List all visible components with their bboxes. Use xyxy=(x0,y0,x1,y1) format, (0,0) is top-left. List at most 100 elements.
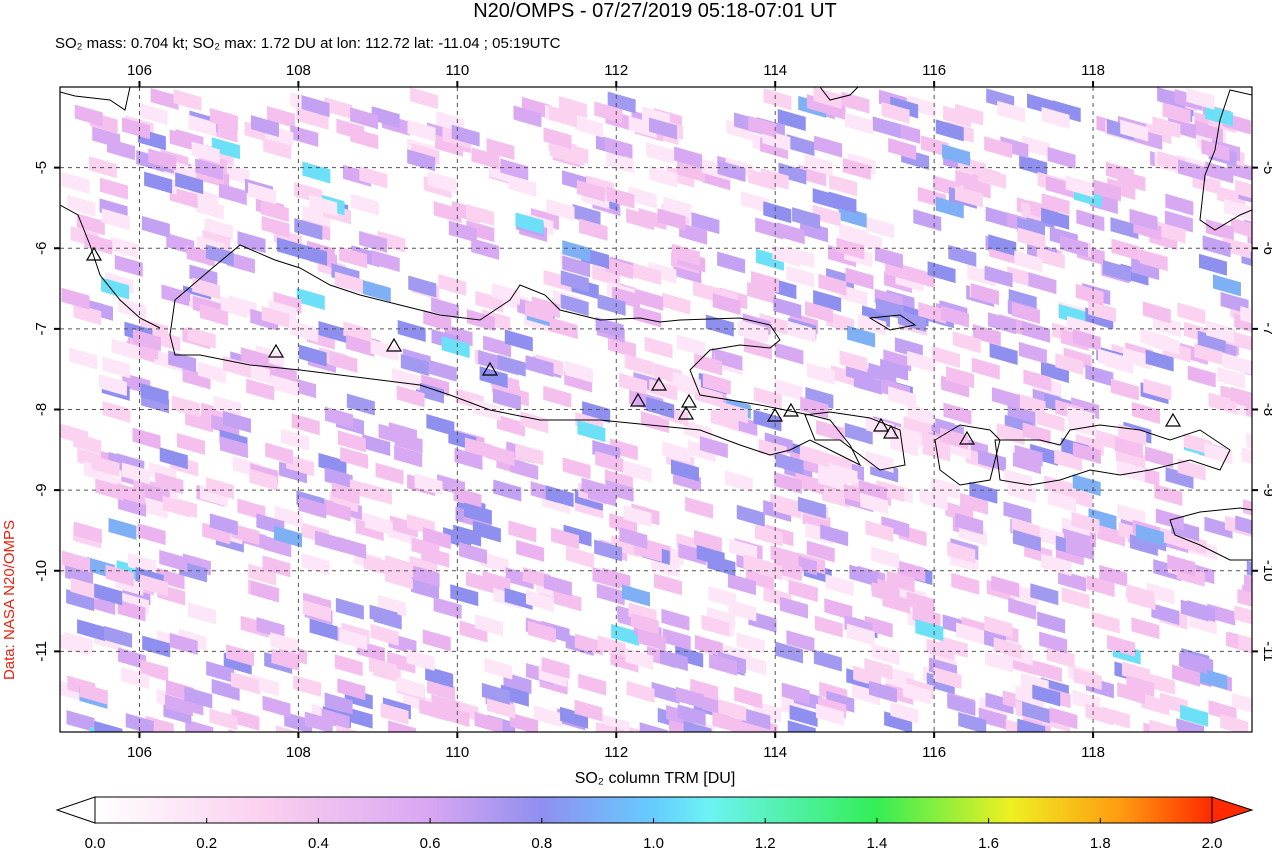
so2-pixel xyxy=(671,243,700,266)
y-tick-label: -10 xyxy=(33,560,50,582)
so2-pixel xyxy=(755,217,784,240)
so2-pixel xyxy=(790,451,819,474)
so2-pixel xyxy=(951,572,980,595)
so2-pixel xyxy=(104,625,133,648)
so2-pixel xyxy=(812,204,841,227)
so2-pixel xyxy=(744,337,773,360)
so2-pixel xyxy=(930,477,959,500)
so2-pixel xyxy=(263,137,292,160)
so2-pixel xyxy=(475,290,504,313)
x-tick-label: 116 xyxy=(922,744,946,761)
so2-pixel xyxy=(1044,475,1073,498)
so2-pixel xyxy=(799,445,828,468)
so2-pixel xyxy=(907,95,936,118)
so2-pixel xyxy=(298,344,327,367)
so2-pixel xyxy=(1019,154,1048,177)
so2-pixel xyxy=(70,577,99,600)
so2-pixel xyxy=(1000,136,1029,159)
so2-pixel xyxy=(84,298,113,321)
x-tick-label: 110 xyxy=(445,744,469,761)
so2-pixel xyxy=(1179,652,1208,675)
so2-pixel xyxy=(87,593,116,616)
so2-pixel xyxy=(1129,208,1158,231)
so2-pixel xyxy=(729,538,758,561)
so2-pixel xyxy=(91,455,120,478)
so2-pixel xyxy=(839,350,868,373)
so2-pixel xyxy=(73,521,102,544)
so2-pixel xyxy=(121,117,150,140)
so2-pixel xyxy=(230,672,259,695)
so2-pixel xyxy=(105,564,134,587)
so2-pixel xyxy=(301,553,330,576)
colorbar-tick-label: 1.4 xyxy=(866,835,887,852)
y-tick-label: -10 xyxy=(1260,560,1272,582)
so2-pixel xyxy=(1041,207,1070,230)
so2-pixel xyxy=(773,558,802,581)
so2-pixel xyxy=(1243,499,1252,516)
so2-pixel xyxy=(1151,332,1180,355)
so2-pixel xyxy=(772,245,801,268)
so2-pixel xyxy=(1022,422,1051,445)
so2-pixel xyxy=(572,203,601,226)
so2-pixel xyxy=(820,524,849,547)
so2-pixel xyxy=(675,645,704,668)
x-tick-label: 112 xyxy=(604,744,628,761)
so2-pixel xyxy=(775,452,804,475)
so2-pixel xyxy=(338,536,367,559)
coastlines xyxy=(60,87,1252,561)
so2-pixel xyxy=(967,264,996,287)
so2-pixel xyxy=(653,573,682,596)
so2-pixel xyxy=(411,537,440,560)
so2-pixel xyxy=(726,119,755,142)
so2-pixel xyxy=(1072,474,1101,497)
so2-pixel xyxy=(222,356,251,379)
so2-pixel xyxy=(625,354,654,377)
so2-pixel xyxy=(1114,436,1143,459)
so2-pixel xyxy=(907,403,936,426)
so2-pixel xyxy=(199,303,228,326)
so2-pixel xyxy=(1041,106,1070,129)
so2-pixel xyxy=(525,355,554,378)
so2-pixel xyxy=(853,665,882,688)
so2-pixel xyxy=(592,264,621,287)
so2-pixel xyxy=(324,97,353,120)
so2-pixel xyxy=(941,375,970,398)
so2-pixel xyxy=(116,482,145,505)
so2-pixel xyxy=(1217,185,1246,208)
so2-pixel xyxy=(1142,301,1171,324)
so2-pixel xyxy=(871,546,900,569)
colorbar-tick-label: 1.2 xyxy=(755,835,776,852)
so2-pixel xyxy=(61,287,90,310)
so2-pixel xyxy=(630,612,659,635)
so2-pixel xyxy=(493,479,522,502)
so2-pixel xyxy=(508,174,537,197)
so2-pixel xyxy=(66,710,95,732)
so2-pixel xyxy=(623,460,652,483)
so2-pixel xyxy=(497,354,526,377)
so2-pixel xyxy=(79,682,108,705)
so2-pixel xyxy=(932,346,961,369)
so2-pixel xyxy=(907,350,936,373)
so2-pixel xyxy=(676,334,705,357)
so2-pixel xyxy=(291,413,320,436)
so2-pixel xyxy=(984,615,1013,638)
so2-pixel xyxy=(864,615,893,638)
so2-pixel xyxy=(874,246,903,269)
so2-pixel xyxy=(322,499,351,522)
y-tick-label: -11 xyxy=(33,641,50,662)
so2-pixel xyxy=(231,708,260,731)
so2-pixel xyxy=(407,149,436,172)
so2-pixel xyxy=(1030,583,1059,606)
so2-pixel xyxy=(1164,210,1193,233)
so2-pixel xyxy=(657,208,686,231)
so2-pixel xyxy=(1126,584,1155,607)
so2-pixel xyxy=(702,372,731,395)
so2-pixel xyxy=(605,479,634,502)
so2-pixel xyxy=(388,720,417,732)
so2-pixel xyxy=(155,472,184,495)
so2-pixel xyxy=(902,682,931,705)
so2-pixel xyxy=(549,317,578,340)
volcano xyxy=(677,405,695,420)
so2-pixel xyxy=(302,205,331,228)
